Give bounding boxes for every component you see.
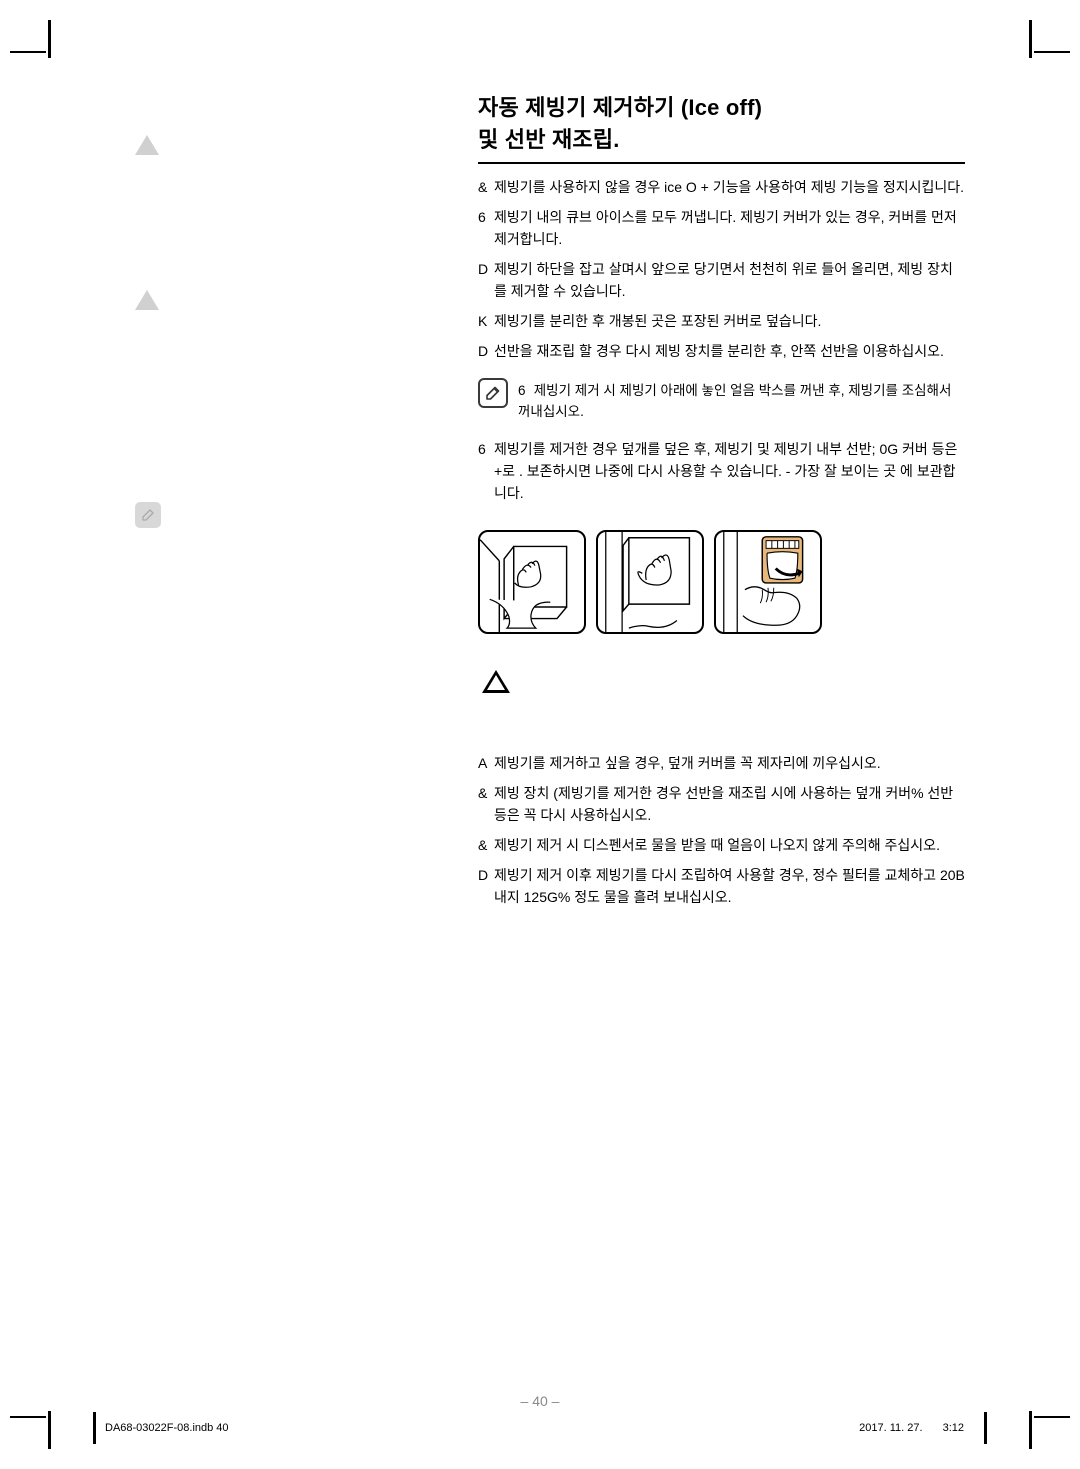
heading-line2: 및 선반 재조립. — [478, 127, 620, 152]
caution-2: 제빙 장치 (제빙기를 제거한 경우 선반을 재조립 시에 사용하는 덮개 커버… — [478, 778, 965, 830]
step-4: 제빙기를 분리한 후 개봉된 곳은 포장된 커버로 덮습니다. — [478, 306, 965, 336]
post-note-1: 제빙기를 제거한 경우 덮개를 덮은 후, 제빙기 및 제빙기 내부 선반; 0… — [478, 432, 965, 510]
footer-left: DA68-03022F-08.indb 40 — [93, 1412, 229, 1444]
note-box: 6 제빙기 제거 시 제빙기 아래에 놓인 얼음 박스를 꺼낸 후, 제빙기를 … — [478, 378, 965, 422]
panel-1-svg — [480, 532, 584, 632]
crop-mark-top-left — [10, 25, 65, 80]
pencil-icon — [484, 384, 502, 402]
step-2: 제빙기 내의 큐브 아이스를 모두 꺼냅니다. 제빙기 커버가 있는 경우, 커… — [478, 202, 965, 254]
note-text: 6 제빙기 제거 시 제빙기 아래에 놓인 얼음 박스를 꺼낸 후, 제빙기를 … — [518, 378, 965, 422]
section-heading: 자동 제빙기 제거하기 (Ice off) 및 선반 재조립. — [478, 90, 965, 164]
crop-mark-top-right — [1015, 25, 1070, 80]
caution-icon — [135, 290, 159, 310]
footer-file: DA68-03022F-08.indb 40 — [105, 1422, 229, 1434]
step-3: 제빙기 하단을 잡고 살며시 앞으로 당기면서 천천히 위로 들어 올리면, 제… — [478, 254, 965, 306]
caution-1: 제빙기를 제거하고 싶을 경우, 덮개 커버를 꼭 제자리에 끼우십시오. — [478, 748, 965, 778]
caution-4: 제빙기 제거 이후 제빙기를 다시 조립하여 사용할 경우, 정수 필터를 교체… — [478, 860, 965, 912]
caution-icon — [135, 135, 159, 155]
note-icon — [135, 502, 161, 528]
panel-3-svg — [716, 532, 820, 632]
footer-mark-right — [984, 1412, 987, 1444]
heading-line1: 자동 제빙기 제거하기 (Ice off) — [478, 95, 762, 120]
panel-3 — [714, 530, 822, 634]
panel-2 — [596, 530, 704, 634]
page-number: – 40 – — [0, 1393, 1080, 1409]
illustration-panels — [478, 530, 965, 634]
footer-mark-left — [93, 1412, 96, 1444]
panel-2-svg — [598, 532, 702, 632]
panel-1 — [478, 530, 586, 634]
footer: DA68-03022F-08.indb 40 2017. 11. 27. 3:1… — [93, 1412, 987, 1444]
caution-3: 제빙기 제거 시 디스펜서로 물을 받을 때 얼음이 나오지 않게 주의해 주십… — [478, 830, 965, 860]
footer-right: 2017. 11. 27. 3:12 — [859, 1412, 987, 1444]
pencil-note-icon — [140, 507, 156, 523]
step-1: 제빙기를 사용하지 않을 경우 ice O + 기능을 사용하여 제빙 기능을 … — [478, 172, 965, 202]
caution-section: 제빙기를 제거하고 싶을 경우, 덮개 커버를 꼭 제자리에 끼우십시오. 제빙… — [478, 748, 965, 912]
right-column: 자동 제빙기 제거하기 (Ice off) 및 선반 재조립. 제빙기를 사용하… — [478, 90, 965, 912]
note-icon-box — [478, 378, 508, 408]
page-content: 자동 제빙기 제거하기 (Ice off) 및 선반 재조립. 제빙기를 사용하… — [110, 90, 970, 1379]
caution-triangle — [482, 670, 510, 693]
footer-date: 2017. 11. 27. — [859, 1422, 922, 1434]
step-5: 선반을 재조립 할 경우 다시 제빙 장치를 분리한 후, 안쪽 선반을 이용하… — [478, 336, 965, 366]
footer-time: 3:12 — [943, 1422, 964, 1434]
